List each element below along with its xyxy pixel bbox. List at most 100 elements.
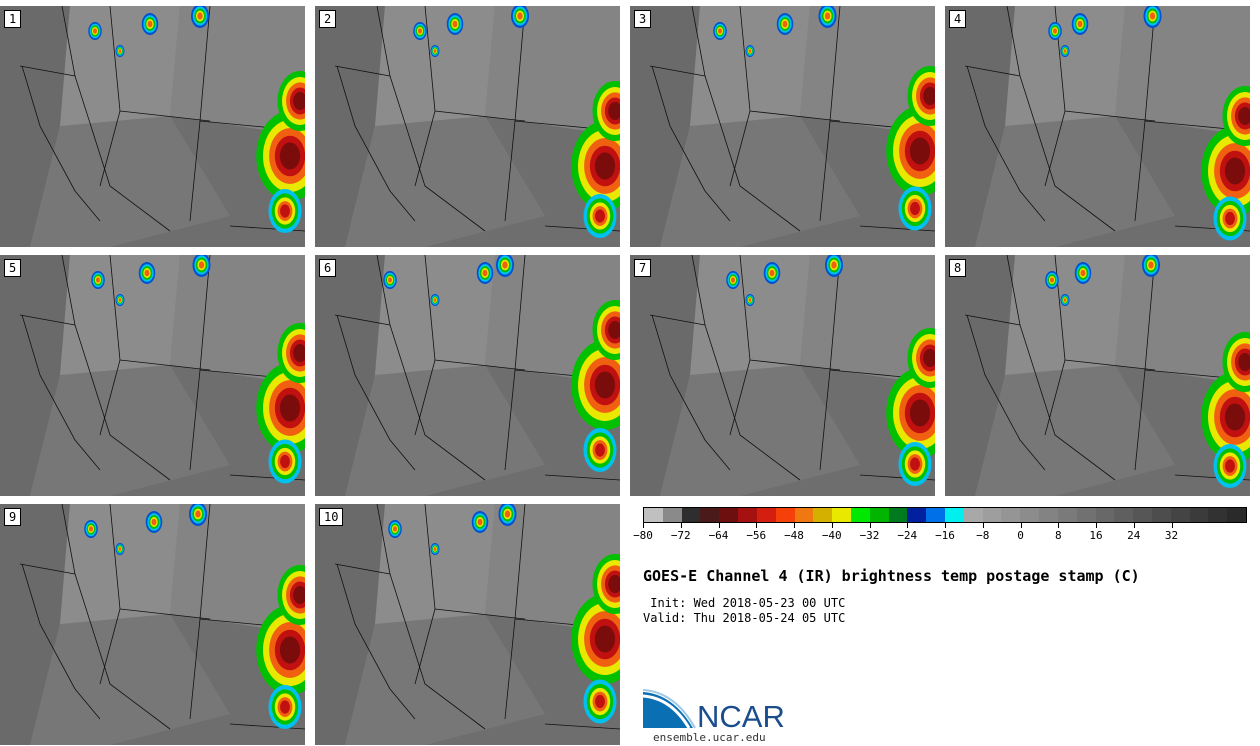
map-panel: 1 <box>0 6 305 247</box>
cloud-cell <box>782 20 788 28</box>
colorbar-tick <box>756 523 758 528</box>
colorbar-segment <box>738 508 757 522</box>
terrain <box>945 6 1015 247</box>
terrain <box>425 365 620 496</box>
colorbar-segment <box>1114 508 1134 522</box>
terrain <box>375 6 495 136</box>
colorbar-segment <box>1133 508 1152 522</box>
cloud-cell <box>88 526 94 532</box>
map-panel: 5 <box>0 255 305 496</box>
cloud-cell <box>1077 20 1083 28</box>
satellite-map <box>630 255 935 496</box>
cloud-cell <box>433 298 437 302</box>
colorbar-segment <box>907 508 927 522</box>
terrain <box>1115 255 1250 385</box>
state-border <box>966 65 1046 222</box>
cloud-cell <box>909 399 931 427</box>
colorbar-segment <box>1039 508 1058 522</box>
terrain <box>110 365 305 496</box>
cloud-cell <box>748 49 752 53</box>
state-border <box>21 65 101 222</box>
satellite-map <box>315 255 620 496</box>
cloud-cell <box>279 394 301 422</box>
terrain <box>945 255 1015 496</box>
state-border <box>1044 359 1066 436</box>
terrain <box>660 116 860 247</box>
state-border <box>336 65 416 222</box>
colorbar-tick <box>1171 523 1173 528</box>
state-border <box>74 573 171 730</box>
colorbar-tick-label: −24 <box>897 529 918 542</box>
colorbar-tick <box>718 523 720 528</box>
cloud-cell <box>517 12 523 20</box>
logo-text: NCAR <box>697 699 785 732</box>
terrain <box>425 614 620 745</box>
terrain <box>170 255 305 385</box>
figure-title: GOES-E Channel 4 (IR) brightness temp po… <box>643 567 1140 585</box>
colorbar-tick <box>907 523 909 528</box>
map-panel: 9 <box>0 504 305 745</box>
colorbar-tick <box>982 523 984 528</box>
state-border <box>414 110 436 187</box>
cloud-cell <box>280 700 290 714</box>
terrain <box>30 116 230 247</box>
state-border <box>74 75 171 232</box>
cloud-cell <box>1063 298 1067 302</box>
state-border <box>99 359 121 436</box>
map-panel: 3 <box>630 6 935 247</box>
cloud-cell <box>293 92 305 110</box>
cloud-cell <box>433 49 437 53</box>
cloud-cell <box>280 204 290 218</box>
state-border <box>1019 324 1116 481</box>
terrain <box>690 255 810 385</box>
cloud-cell <box>482 269 488 277</box>
terrain <box>660 365 860 496</box>
cloud-cell <box>1049 277 1055 283</box>
state-border <box>1019 75 1116 232</box>
terrain <box>345 614 545 745</box>
cloud-cell <box>118 49 122 53</box>
terrain <box>975 116 1175 247</box>
colorbar-tick <box>869 523 871 528</box>
state-border <box>21 563 101 720</box>
cloud-cell <box>1080 269 1086 277</box>
state-border <box>651 314 731 471</box>
satellite-map <box>0 504 305 745</box>
colorbar-segment <box>681 508 701 522</box>
cloud-cell <box>1225 459 1235 473</box>
colorbar-tick <box>831 523 833 528</box>
state-border <box>729 359 751 436</box>
state-border <box>859 225 935 232</box>
cloud-cell <box>279 142 301 170</box>
colorbar-tick-label: 24 <box>1127 529 1141 542</box>
cloud-cell <box>730 277 736 283</box>
colorbar-tick-label: 8 <box>1054 529 1062 542</box>
colorbar-segment <box>644 508 663 522</box>
colorbar-segment <box>662 508 682 522</box>
colorbar-segment <box>888 508 908 522</box>
state-border <box>414 359 436 436</box>
terrain <box>800 255 935 385</box>
cloud-cell <box>151 518 157 526</box>
cloud-cell <box>147 20 153 28</box>
cloud-cell <box>1063 49 1067 53</box>
terrain <box>30 614 230 745</box>
state-border <box>414 608 436 685</box>
colorbar-tick-label: 0 <box>1017 529 1024 542</box>
cloud-cell <box>1149 12 1156 20</box>
cloud-cell <box>824 12 831 20</box>
colorbar-tick <box>1058 523 1060 528</box>
terrain <box>110 116 305 247</box>
panel-number: 9 <box>4 508 22 526</box>
colorbar-segment <box>869 508 889 522</box>
colorbar-segment <box>1001 508 1021 522</box>
map-panel: 7 <box>630 255 935 496</box>
state-border <box>229 723 305 730</box>
terrain <box>345 116 545 247</box>
colorbar-segment <box>963 508 983 522</box>
terrain <box>740 116 935 247</box>
cloud-cell <box>1238 107 1250 125</box>
cloud-cell <box>608 102 620 120</box>
terrain <box>345 365 545 496</box>
state-border <box>1044 110 1066 187</box>
